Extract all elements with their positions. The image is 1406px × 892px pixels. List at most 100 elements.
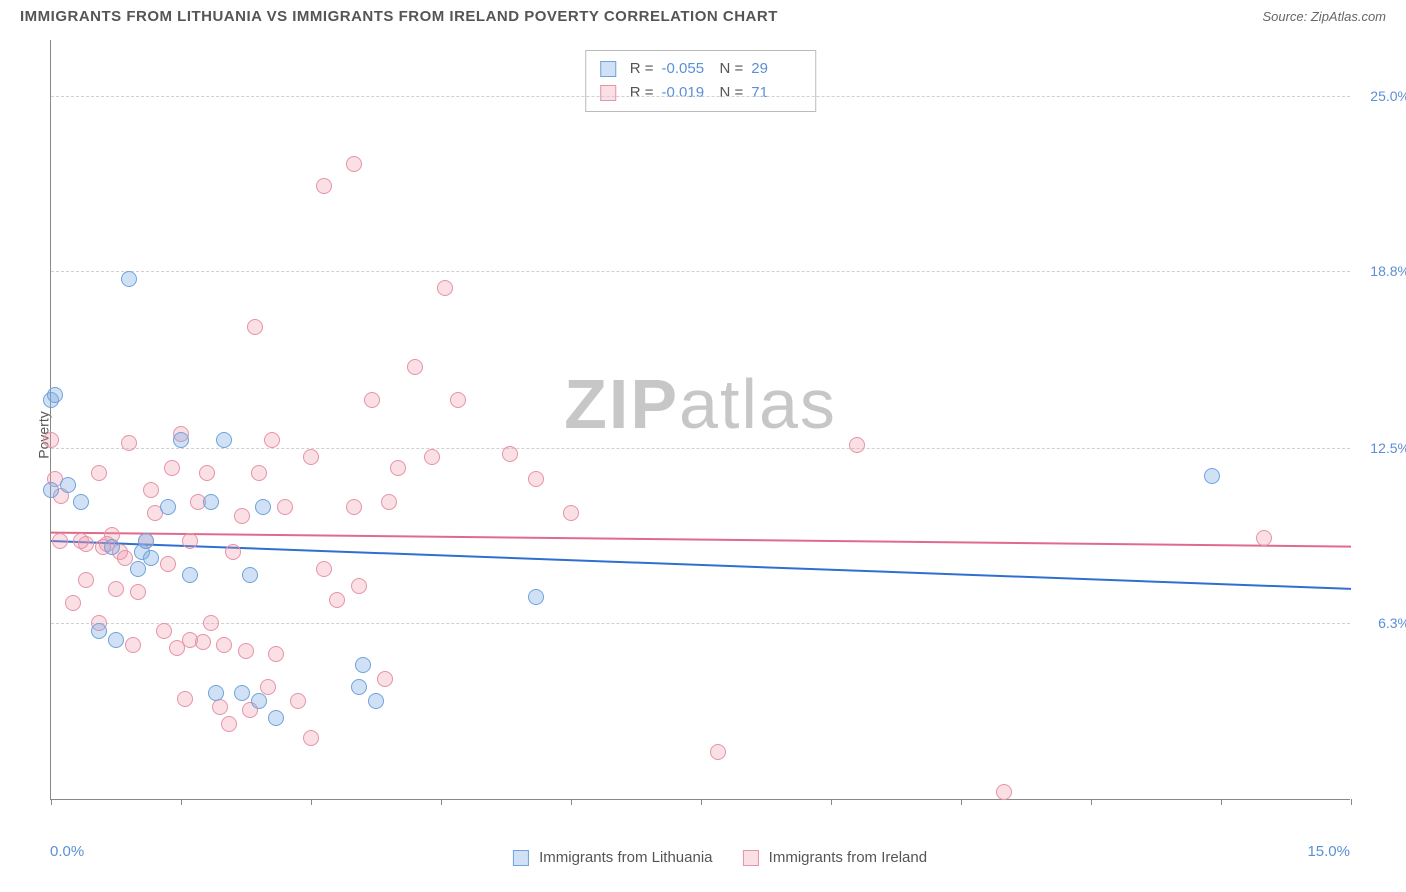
gridline <box>51 623 1350 624</box>
x-tick <box>701 799 702 805</box>
lithuania-r-value: -0.055 <box>662 57 712 81</box>
ireland-point <box>407 359 423 375</box>
ireland-point <box>130 584 146 600</box>
lithuania-point <box>528 589 544 605</box>
lithuania-point <box>242 567 258 583</box>
lithuania-point <box>368 693 384 709</box>
y-tick-label: 25.0% <box>1370 88 1406 104</box>
lithuania-swatch-icon <box>513 850 529 866</box>
ireland-point <box>316 178 332 194</box>
lithuania-point <box>208 685 224 701</box>
ireland-point <box>108 581 124 597</box>
lithuania-point <box>255 499 271 515</box>
ireland-point <box>125 637 141 653</box>
ireland-point <box>177 691 193 707</box>
ireland-point <box>329 592 345 608</box>
lithuania-point <box>216 432 232 448</box>
ireland-point <box>260 679 276 695</box>
ireland-point <box>199 465 215 481</box>
x-tick <box>51 799 52 805</box>
x-tick <box>831 799 832 805</box>
lithuania-point <box>355 657 371 673</box>
ireland-point <box>164 460 180 476</box>
lithuania-point <box>351 679 367 695</box>
source-label: Source: ZipAtlas.com <box>1262 9 1386 24</box>
lithuania-point <box>104 539 120 555</box>
ireland-point <box>563 505 579 521</box>
ireland-point <box>195 634 211 650</box>
ireland-point <box>268 646 284 662</box>
watermark: ZIPatlas <box>564 364 837 444</box>
ireland-point <box>849 437 865 453</box>
ireland-point <box>437 280 453 296</box>
x-tick <box>311 799 312 805</box>
ireland-point <box>303 449 319 465</box>
lithuania-point <box>91 623 107 639</box>
ireland-point <box>251 465 267 481</box>
ireland-point <box>390 460 406 476</box>
x-tick <box>1221 799 1222 805</box>
ireland-point <box>502 446 518 462</box>
ireland-point <box>424 449 440 465</box>
lithuania-point <box>251 693 267 709</box>
ireland-point <box>160 556 176 572</box>
x-tick <box>1351 799 1352 805</box>
lithuania-point <box>121 271 137 287</box>
ireland-point <box>91 465 107 481</box>
correlation-legend: R = -0.055 N = 29 R = -0.019 N = 71 <box>585 50 817 112</box>
x-tick <box>1091 799 1092 805</box>
x-tick <box>181 799 182 805</box>
lithuania-point <box>138 533 154 549</box>
ireland-r-value: -0.019 <box>662 81 712 105</box>
ireland-point <box>1256 530 1272 546</box>
ireland-point <box>351 578 367 594</box>
y-tick-label: 12.5% <box>1370 440 1406 456</box>
ireland-point <box>710 744 726 760</box>
x-tick <box>571 799 572 805</box>
ireland-point <box>65 595 81 611</box>
lithuania-legend-item: Immigrants from Lithuania <box>513 849 713 866</box>
lithuania-n-value: 29 <box>751 57 801 81</box>
ireland-point <box>156 623 172 639</box>
ireland-point <box>346 156 362 172</box>
ireland-point <box>290 693 306 709</box>
ireland-point <box>450 392 466 408</box>
chart-title: IMMIGRANTS FROM LITHUANIA VS IMMIGRANTS … <box>20 8 778 25</box>
lithuania-point <box>73 494 89 510</box>
ireland-point <box>143 482 159 498</box>
ireland-point <box>216 637 232 653</box>
series-legend: Immigrants from Lithuania Immigrants fro… <box>513 849 927 866</box>
lithuania-point <box>234 685 250 701</box>
ireland-point <box>528 471 544 487</box>
ireland-point <box>234 508 250 524</box>
ireland-point <box>346 499 362 515</box>
y-tick-label: 6.3% <box>1378 615 1406 631</box>
ireland-swatch-icon <box>600 85 616 101</box>
ireland-legend-item: Immigrants from Ireland <box>743 849 928 866</box>
ireland-point <box>996 784 1012 800</box>
x-axis-min-label: 0.0% <box>50 843 84 860</box>
gridline <box>51 96 1350 97</box>
ireland-point <box>303 730 319 746</box>
lithuania-point <box>1204 468 1220 484</box>
ireland-point <box>203 615 219 631</box>
ireland-point <box>212 699 228 715</box>
lithuania-swatch-icon <box>600 61 616 77</box>
gridline <box>51 271 1350 272</box>
x-axis-max-label: 15.0% <box>1307 843 1350 860</box>
lithuania-point <box>60 477 76 493</box>
ireland-point <box>182 533 198 549</box>
ireland-point <box>238 643 254 659</box>
gridline <box>51 448 1350 449</box>
ireland-swatch-icon <box>743 850 759 866</box>
ireland-point <box>316 561 332 577</box>
ireland-point <box>277 499 293 515</box>
ireland-point <box>225 544 241 560</box>
lithuania-point <box>173 432 189 448</box>
ireland-point <box>121 435 137 451</box>
ireland-point <box>381 494 397 510</box>
ireland-point <box>264 432 280 448</box>
lithuania-point <box>108 632 124 648</box>
lithuania-point <box>182 567 198 583</box>
lithuania-point <box>268 710 284 726</box>
